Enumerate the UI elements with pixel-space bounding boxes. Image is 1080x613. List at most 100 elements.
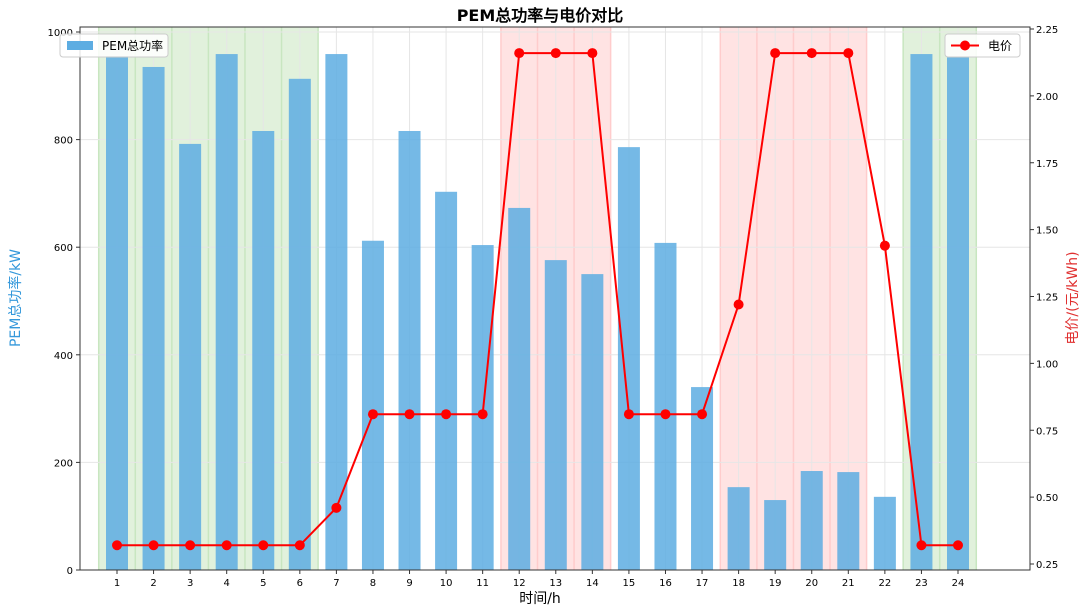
bar-hour-19 [764, 500, 787, 570]
x-tick-label: 23 [915, 578, 928, 589]
bar-hour-20 [800, 471, 823, 570]
x-tick-label: 17 [696, 578, 709, 589]
legend-power: PEM总功率 [59, 33, 169, 58]
legend-marker-price [960, 40, 970, 51]
y-tick-label: 600 [54, 243, 73, 254]
bar-hour-2 [142, 66, 165, 570]
bar-hour-15 [617, 147, 640, 570]
price-point-hour-2 [148, 540, 159, 551]
x-axis-label: 时间/h [519, 591, 561, 607]
bar-hour-17 [691, 387, 714, 570]
bar-hour-9 [398, 130, 421, 570]
y-tick-label: 800 [54, 136, 73, 147]
x-tick-label: 20 [805, 578, 818, 589]
legend-swatch-power [67, 41, 93, 50]
bar-hour-10 [435, 191, 458, 570]
x-tick-label: 11 [476, 578, 489, 589]
price-point-hour-8 [367, 409, 378, 420]
y2-ticks: 0.25 0.50 0.75 1.00 1.25 1.50 1.75 2.00 2.25 [1030, 25, 1058, 571]
price-point-hour-23 [916, 540, 927, 551]
bar-hour-8 [361, 240, 384, 570]
legend-label-price: 电价 [988, 39, 1012, 53]
price-point-hour-7 [331, 502, 342, 513]
y2-tick-label: 1.75 [1036, 159, 1058, 170]
price-point-hour-21 [843, 48, 854, 59]
price-point-hour-14 [587, 48, 598, 59]
y-tick-label: 400 [54, 351, 73, 362]
y-tick-label: 200 [54, 458, 73, 469]
y2-tick-label: 1.00 [1036, 359, 1058, 370]
bar-hour-7 [325, 54, 348, 571]
bar-hour-12 [508, 207, 531, 570]
y-tick-label: 1000 [48, 28, 73, 39]
price-point-hour-24 [953, 540, 963, 551]
y-tick-label: 0 [67, 566, 73, 577]
price-point-hour-18 [733, 299, 744, 310]
legend-price: 电价 [944, 33, 1021, 58]
x-tick-label: 18 [732, 578, 745, 589]
y2-tick-label: 1.25 [1036, 293, 1058, 304]
bar-hour-13 [544, 260, 567, 570]
x-tick-label: 24 [952, 578, 965, 589]
y2-tick-label: 2.00 [1036, 92, 1058, 103]
price-point-hour-4 [221, 540, 232, 551]
x-tick-label: 13 [549, 578, 562, 589]
x-tick-label: 8 [370, 578, 376, 589]
y2-tick-label: 0.25 [1036, 560, 1058, 571]
x-tick-label: 2 [150, 578, 156, 589]
price-point-hour-13 [550, 48, 561, 59]
x-tick-label: 15 [623, 578, 636, 589]
bar-hour-5 [252, 130, 275, 570]
x-ticks: 1 2 3 4 5 6 7 8 9 10 11 12 13 14 15 16 17 18 19 20 21 22 23 24 [114, 570, 965, 589]
price-point-hour-11 [477, 409, 488, 420]
x-tick-label: 10 [440, 578, 453, 589]
price-point-hour-1 [112, 540, 122, 551]
y2-tick-label: 0.50 [1036, 493, 1058, 504]
price-point-hour-6 [294, 540, 305, 551]
bar-hour-4 [215, 54, 238, 571]
price-point-hour-22 [879, 240, 890, 251]
y2-tick-label: 2.25 [1036, 25, 1058, 36]
price-polyline [117, 52, 958, 547]
x-tick-label: 16 [659, 578, 672, 589]
price-point-hour-20 [806, 48, 817, 59]
y-ticks: 0 200 400 600 800 1000 [48, 28, 80, 577]
price-point-hour-16 [660, 409, 671, 420]
bar-hour-14 [581, 274, 604, 570]
plot-frame [79, 26, 1031, 571]
x-tick-label: 9 [406, 578, 412, 589]
price-point-hour-9 [404, 409, 415, 420]
bar-hour-16 [654, 242, 677, 570]
x-tick-label: 22 [879, 578, 892, 589]
x-tick-label: 12 [513, 578, 526, 589]
x-tick-label: 1 [114, 578, 120, 589]
bar-hour-23 [910, 54, 933, 571]
y-axis-label: PEM总功率/kW [7, 249, 24, 347]
bar-hour-3 [179, 143, 202, 571]
bar-hour-18 [727, 487, 750, 570]
x-tick-label: 21 [842, 578, 855, 589]
chart-title: PEM总功率与电价对比 [457, 6, 624, 25]
y2-tick-label: 0.75 [1036, 426, 1058, 437]
price-point-hour-3 [185, 540, 196, 551]
price-point-hour-12 [514, 48, 525, 59]
bar-hour-22 [873, 496, 896, 570]
y2-axis-label: 电价/(元/kWh) [1065, 251, 1080, 344]
x-tick-label: 6 [297, 578, 303, 589]
bar-hour-1 [106, 56, 128, 570]
price-line [112, 48, 963, 551]
bars [106, 54, 969, 571]
x-tick-label: 14 [586, 578, 599, 589]
price-point-hour-5 [258, 540, 269, 551]
x-tick-label: 5 [260, 578, 266, 589]
x-tick-label: 4 [224, 578, 230, 589]
x-tick-label: 3 [187, 578, 193, 589]
x-tick-label: 7 [333, 578, 339, 589]
bar-hour-21 [837, 472, 860, 570]
price-point-hour-10 [441, 409, 452, 420]
price-point-hour-15 [623, 409, 634, 420]
bar-hour-6 [288, 78, 311, 570]
bar-hour-24 [947, 57, 969, 570]
x-tick-label: 19 [769, 578, 782, 589]
